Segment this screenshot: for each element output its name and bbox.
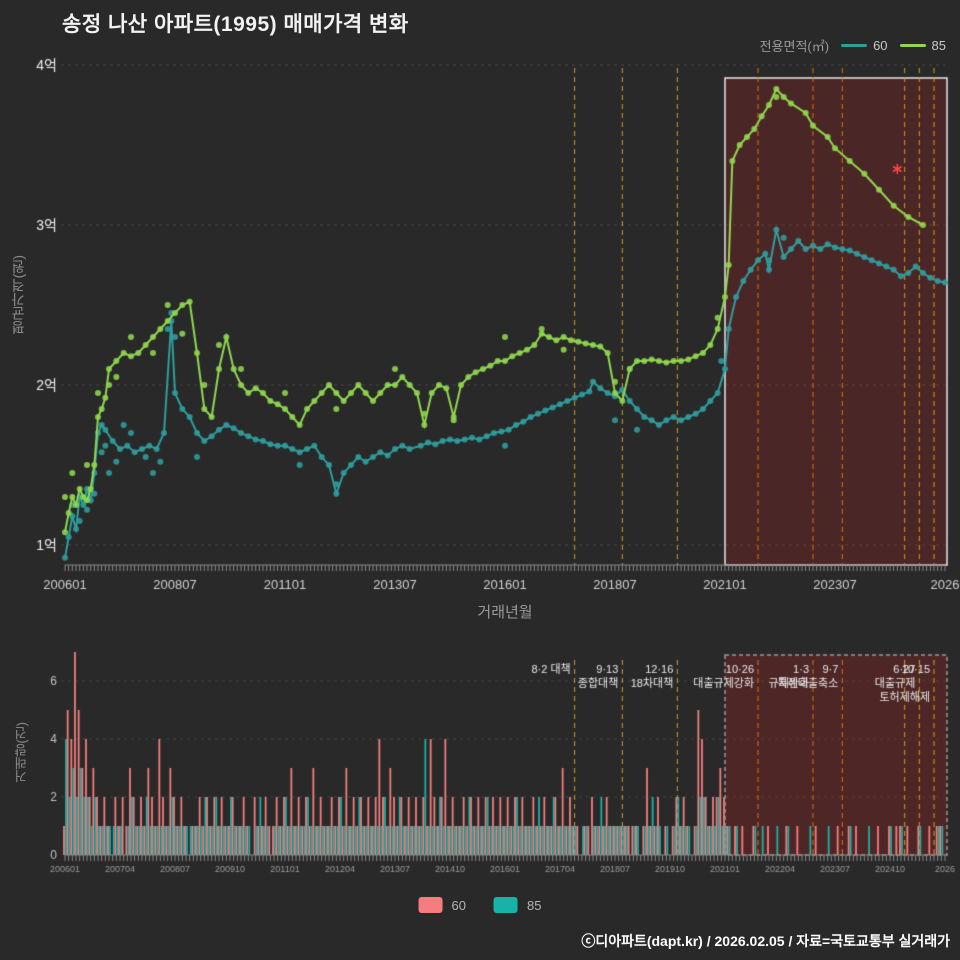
volume-y-axis-title: 거래량(건) bbox=[14, 722, 29, 783]
bar-swatch-85-icon bbox=[494, 897, 518, 913]
line-swatch-60-icon bbox=[841, 44, 868, 47]
volume-legend-85-label: 85 bbox=[527, 897, 542, 913]
area-legend-title: 전용면적(㎡) bbox=[759, 39, 830, 54]
volume-legend-item-60[interactable]: 60 bbox=[418, 897, 466, 913]
price-y-axis-title: 평균가격(원) bbox=[10, 255, 26, 335]
area-legend: 전용면적(㎡) 60 85 bbox=[760, 36, 946, 55]
legend-item-85[interactable]: 85 bbox=[899, 38, 946, 53]
volume-legend-item-85[interactable]: 85 bbox=[494, 897, 541, 913]
legend-item-85-label: 85 bbox=[931, 38, 946, 53]
bar-swatch-60-icon bbox=[418, 897, 443, 913]
volume-legend: 60 85 bbox=[418, 897, 541, 913]
price-x-axis-title: 거래년월 bbox=[477, 604, 533, 621]
volume-legend-60-label: 60 bbox=[451, 897, 466, 913]
line-swatch-85-icon bbox=[899, 44, 926, 47]
footer-credit: ⓒ디아파트(dapt.kr) / 2026.02.05 / 자료=국토교통부 실… bbox=[581, 933, 950, 949]
legend-item-60-label: 60 bbox=[873, 38, 888, 53]
legend-item-60[interactable]: 60 bbox=[841, 38, 888, 53]
